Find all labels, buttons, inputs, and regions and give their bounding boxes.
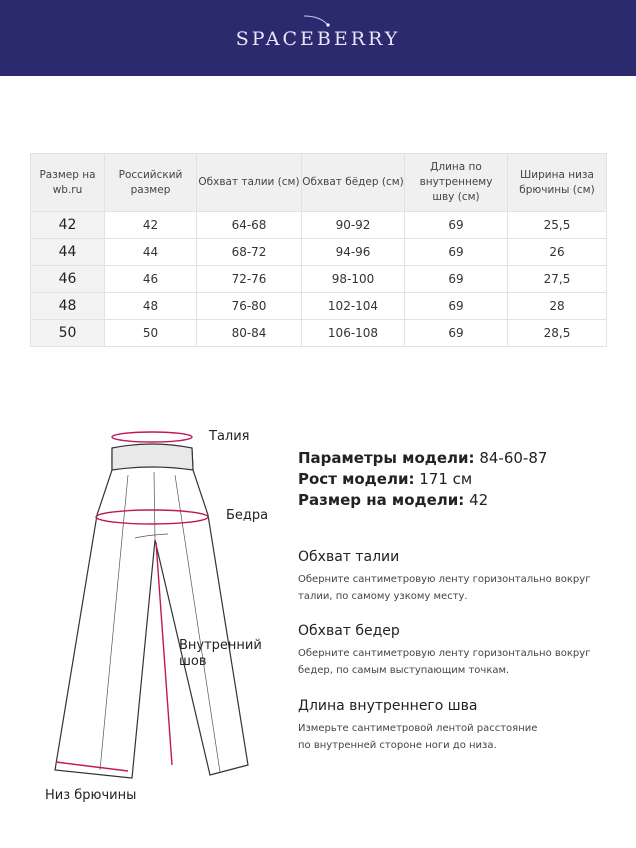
table-row: 44 44 68-72 94-96 69 26 [30,238,607,266]
col-header: Обхват бёдер (см) [301,153,405,212]
pants-diagram [54,431,249,779]
table-cell: 46 [104,265,197,293]
section-title: Обхват талии [298,549,400,565]
size-label: Размер на модели: [298,491,465,509]
section-text: Измерьте сантиметровой лентой расстояние [298,723,538,734]
col-header: Обхват талии (см) [196,153,302,212]
height-label: Рост модели: [298,470,415,488]
table-cell: 48 [30,292,105,320]
section-title: Обхват бедер [298,623,400,639]
col-header: Российский размер [104,153,197,212]
size-value: 42 [469,491,489,509]
shooting-star-icon [303,15,330,27]
params-label: Параметры модели: [298,449,475,467]
table-row: 48 48 76-80 102-104 69 28 [30,292,607,320]
col-header: Ширина низа брючины (см) [507,153,607,212]
table-cell: 69 [404,211,508,239]
table-cell: 69 [404,265,508,293]
section-text: талии, по самому узкому месту. [298,591,468,602]
col-header: Длина по внутреннему шву (см) [404,153,508,212]
model-params: Параметры модели: 84-60-87 Рост модели: … [298,448,547,511]
hips-measure [95,509,209,525]
table-cell: 98-100 [301,265,405,293]
section-waist: Обхват талии Оберните сантиметровую ленту… [298,549,590,605]
table-cell: 72-76 [196,265,302,293]
section-text: по внутренней стороне ноги до низа. [298,740,497,751]
section-inseam: Длина внутреннего шва Измерьте сантиметро… [298,698,537,754]
size-table: Размер на wb.ru Российский размер Обхват… [30,153,607,347]
table-cell: 42 [104,211,197,239]
hem-measure [55,761,129,772]
table-cell: 68-72 [196,238,302,266]
col-header: Размер на wb.ru [30,153,105,212]
label-hem: Низ брючины [45,788,137,803]
brand-name: SPACEBERRY [235,28,401,50]
label-inseam-line1: Внутренний [179,638,262,653]
table-cell: 80-84 [196,319,302,347]
table-cell: 69 [404,292,508,320]
label-inseam-line2: шов [179,654,207,669]
section-text: бедер, по самым выступающим точкам. [298,665,510,676]
table-cell: 27,5 [507,265,607,293]
table-header-row: Размер на wb.ru Российский размер Обхват… [30,153,607,212]
table-cell: 69 [404,238,508,266]
table-cell: 102-104 [301,292,405,320]
table-cell: 90-92 [301,211,405,239]
table-cell: 42 [30,211,105,239]
table-cell: 28,5 [507,319,607,347]
table-cell: 26 [507,238,607,266]
label-hips: Бедра [226,508,269,523]
table-cell: 44 [30,238,105,266]
table-cell: 64-68 [196,211,302,239]
table-row: 46 46 72-76 98-100 69 27,5 [30,265,607,293]
waist-measure [111,431,193,443]
brand-header: SPACEBERRY [0,0,636,76]
table-cell: 94-96 [301,238,405,266]
section-text: Оберните сантиметровую ленту горизонталь… [298,574,591,585]
label-inseam: Внутренний шов [179,638,262,670]
table-cell: 48 [104,292,197,320]
table-row: 50 50 80-84 106-108 69 28,5 [30,319,607,347]
table-cell: 106-108 [301,319,405,347]
table-cell: 25,5 [507,211,607,239]
table-cell: 76-80 [196,292,302,320]
table-row: 42 42 64-68 90-92 69 25,5 [30,211,607,239]
section-text: Оберните сантиметровую ленту горизонталь… [298,648,591,659]
table-cell: 44 [104,238,197,266]
section-hips: Обхват бедер Оберните сантиметровую ленту… [298,623,590,679]
params-value: 84-60-87 [479,449,548,467]
table-cell: 50 [30,319,105,347]
table-cell: 69 [404,319,508,347]
inseam-measure [155,541,173,766]
label-waist: Талия [209,429,250,444]
measure-lines [55,431,209,772]
waistband [111,443,194,471]
table-cell: 28 [507,292,607,320]
height-value: 171 см [419,470,473,488]
table-cell: 46 [30,265,105,293]
table-cell: 50 [104,319,197,347]
brand-logo: SPACEBERRY [235,15,401,50]
pants-outline [54,449,249,779]
section-title: Длина внутреннего шва [298,698,478,714]
